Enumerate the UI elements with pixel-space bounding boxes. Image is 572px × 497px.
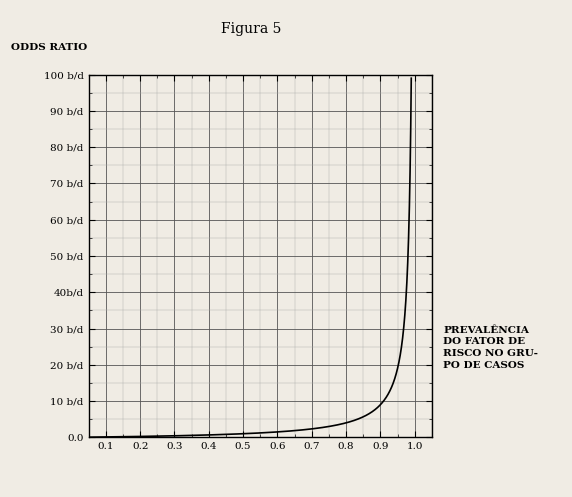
Text: PREVALÊNCIA
DO FATOR DE
RISCO NO GRU-
PO DE CASOS: PREVALÊNCIA DO FATOR DE RISCO NO GRU- PO… bbox=[443, 326, 538, 370]
Text: Figura 5: Figura 5 bbox=[221, 22, 282, 36]
Text: ODDS RATIO: ODDS RATIO bbox=[11, 43, 88, 52]
